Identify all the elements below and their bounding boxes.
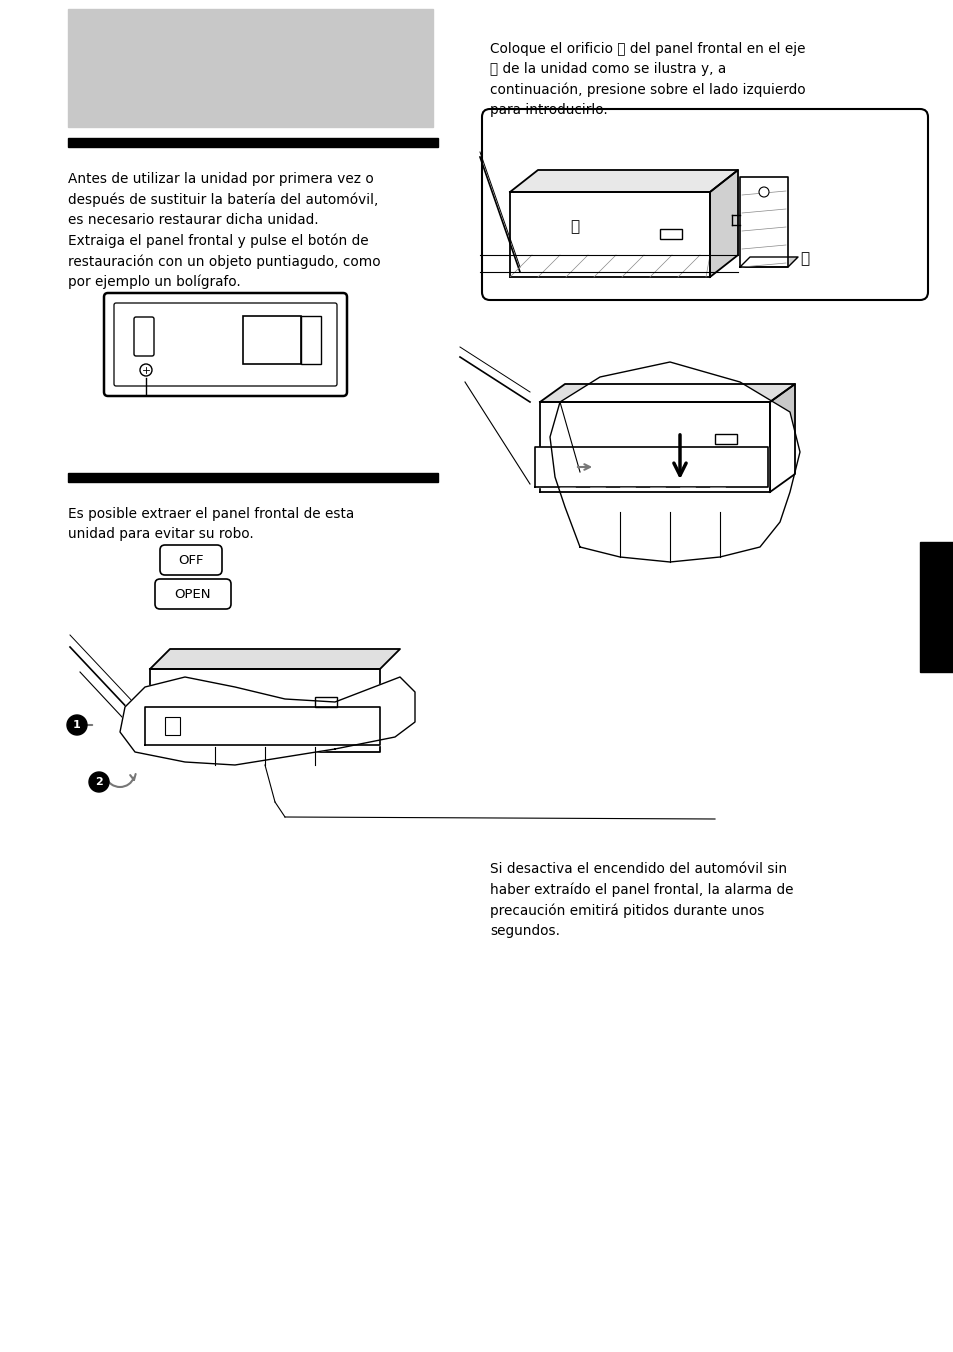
Text: OPEN: OPEN [174, 588, 211, 600]
Polygon shape [145, 707, 379, 745]
Polygon shape [510, 170, 738, 192]
Polygon shape [550, 362, 800, 562]
Bar [68, 473, 437, 483]
Circle shape [140, 364, 152, 376]
Polygon shape [740, 257, 797, 266]
Polygon shape [510, 192, 709, 277]
Text: Ⓐ: Ⓐ [800, 251, 808, 266]
FancyBboxPatch shape [104, 293, 347, 396]
FancyBboxPatch shape [160, 545, 222, 575]
Text: Es posible extraer el panel frontal de esta
unidad para evitar su robo.: Es posible extraer el panel frontal de e… [68, 507, 354, 541]
Circle shape [67, 715, 87, 735]
Text: 1: 1 [73, 721, 81, 730]
FancyBboxPatch shape [481, 110, 927, 300]
Text: Coloque el orificio Ⓐ del panel frontal en el eje
Ⓑ de la unidad como se ilustra: Coloque el orificio Ⓐ del panel frontal … [490, 42, 804, 116]
Bar [165, 717, 180, 735]
Polygon shape [150, 649, 399, 669]
Polygon shape [769, 384, 794, 492]
Bar [68, 138, 437, 147]
Bar [314, 698, 336, 707]
Bar [68, 9, 433, 127]
Text: OFF: OFF [178, 553, 204, 566]
Polygon shape [740, 177, 787, 266]
Polygon shape [535, 448, 767, 487]
Bar [301, 316, 320, 364]
Text: Ⓑ: Ⓑ [569, 219, 578, 234]
FancyBboxPatch shape [133, 316, 153, 356]
Text: Si desactiva el encendido del automóvil sin
haber extraído el panel frontal, la : Si desactiva el encendido del automóvil … [490, 863, 793, 938]
Polygon shape [709, 170, 738, 277]
Polygon shape [120, 677, 415, 765]
Text: Antes de utilizar la unidad por primera vez o
después de sustituir la batería de: Antes de utilizar la unidad por primera … [68, 172, 380, 289]
Circle shape [89, 772, 109, 792]
Bar [714, 434, 737, 443]
Bar [659, 228, 681, 239]
FancyBboxPatch shape [154, 579, 231, 608]
FancyBboxPatch shape [113, 303, 336, 387]
Bar [243, 316, 301, 364]
Polygon shape [539, 402, 769, 492]
Circle shape [759, 187, 768, 197]
Polygon shape [150, 669, 379, 752]
Text: 2: 2 [95, 777, 103, 787]
Polygon shape [539, 384, 794, 402]
Bar [919, 542, 953, 672]
